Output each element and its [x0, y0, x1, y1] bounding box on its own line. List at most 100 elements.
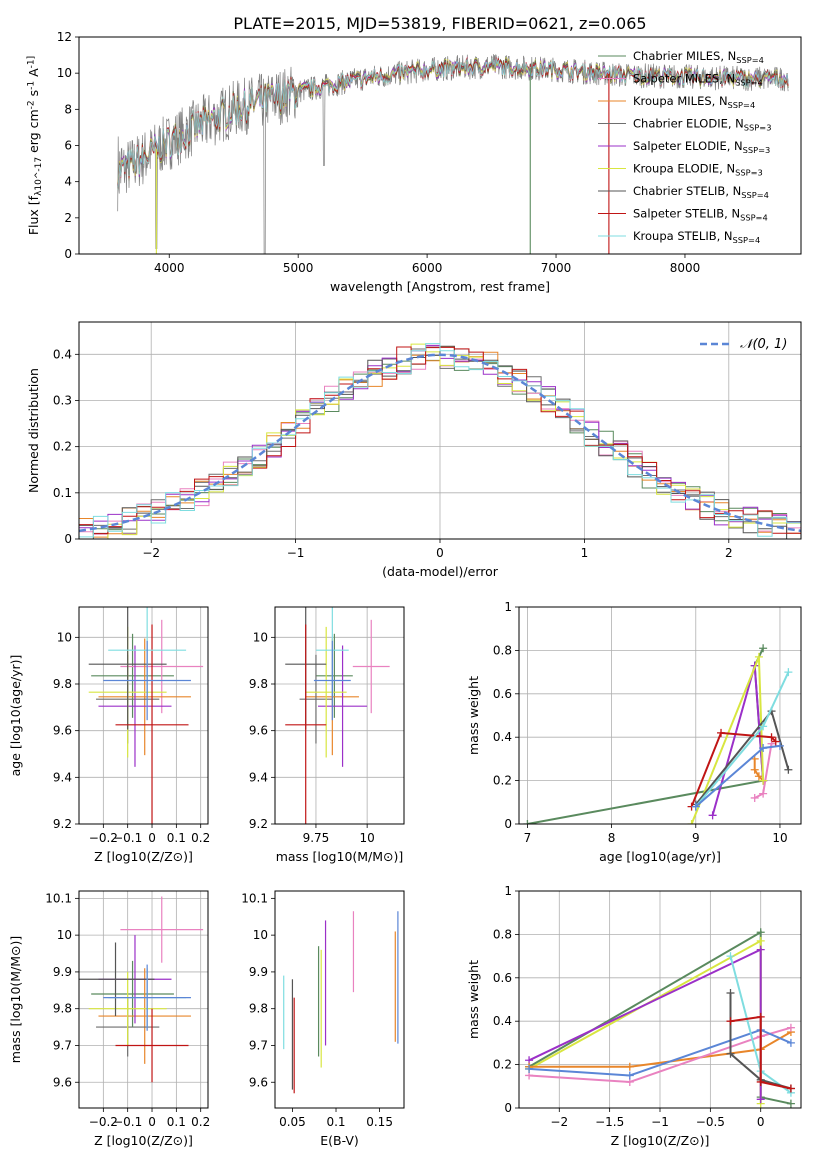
- plot-area: [523, 644, 793, 824]
- y-axis-label: Normed distribution: [26, 368, 41, 493]
- y-tick-label: 0.2: [53, 440, 72, 454]
- legend: 𝒩(0, 1): [700, 337, 787, 352]
- y-axis-label-part: Normed distribution: [26, 368, 41, 493]
- weight-line-kroupa-miles: [753, 758, 764, 782]
- x-axis-label: wavelength [Angstrom, rest frame]: [330, 279, 550, 294]
- y-tick-label: 9.6: [53, 724, 72, 738]
- weight-marker-salpeter-miles: [759, 789, 768, 798]
- legend-entry-part: SSP=4: [733, 235, 761, 245]
- legend-entry: Salpeter ELODIE, NSSP=3: [633, 139, 770, 155]
- weight-line-salpeter-stelib: [730, 1015, 792, 1090]
- x-tick-label: 2: [725, 546, 733, 560]
- weight-marker-blue: [691, 802, 700, 811]
- y-axis-label-part: mass weight: [466, 676, 481, 755]
- y-tick-label: 9.8: [53, 1002, 72, 1016]
- plot-area: [79, 343, 801, 539]
- legend-entry: Kroupa MILES, NSSP=4: [633, 94, 755, 110]
- y-axis-label-part: -1: [27, 81, 37, 90]
- weight-marker-kroupa-stelib: [759, 722, 768, 731]
- x-axis-label-part: age [log10(age/yr)]: [599, 849, 721, 864]
- weight-marker-salpeter-elodie: [756, 1095, 765, 1104]
- x-tick-label: −0.2: [89, 1115, 118, 1129]
- y-tick-label: 10: [57, 630, 72, 644]
- weight-marker-blue: [625, 1071, 634, 1080]
- x-tick-label: 0.1: [326, 1115, 345, 1129]
- x-axis-label: mass [log10(M/M⊙)]: [276, 849, 404, 864]
- x-tick-label: 6000: [412, 261, 443, 275]
- x-tick-label: 0.2: [191, 831, 210, 845]
- panel-weight-vs-Z: −2 −1.5 −1 −0.5 0 0 0.2 0.4 0.6 0.8 1 Z [log10(Z/Z⊙…: [466, 884, 802, 1148]
- y-tick-label: 10: [253, 928, 268, 942]
- weight-marker-kroupa-elodie: [754, 652, 763, 661]
- x-tick-label: 7: [524, 831, 532, 845]
- weight-marker-kroupa-elodie: [756, 936, 765, 945]
- x-tick-label: −0.1: [113, 1115, 142, 1129]
- y-tick-label: 9.2: [249, 817, 268, 831]
- axes-frame: [78, 890, 209, 1109]
- weight-marker-chabrier-miles: [756, 928, 765, 937]
- x-axis-label-part: (data-model)/error: [382, 564, 499, 579]
- x-axis-label: Z [log10(Z/Z⊙)]: [611, 1133, 710, 1148]
- y-tick-label: 8: [64, 102, 72, 116]
- legend-entry-part: SSP=4: [735, 77, 763, 87]
- x-tick-label: 9.75: [303, 831, 330, 845]
- y-axis-label-part: erg cm: [26, 109, 41, 157]
- legend-entry: Chabrier ELODIE, NSSP=3: [633, 117, 771, 133]
- weight-marker-salpeter-stelib: [771, 737, 780, 746]
- y-axis-label-part: s: [26, 90, 41, 101]
- weight-marker-kroupa-miles: [750, 765, 759, 774]
- y-tick-label: 0: [504, 817, 512, 831]
- x-tick-label: −0.1: [113, 831, 142, 845]
- y-tick-label: 9.8: [53, 677, 72, 691]
- x-axis-label: (data-model)/error: [382, 564, 499, 579]
- weight-marker-blue: [759, 744, 768, 753]
- x-tick-label: 5000: [283, 261, 314, 275]
- x-tick-label: 0: [757, 1115, 765, 1129]
- legend-entry: Chabrier MILES, NSSP=4: [633, 49, 764, 65]
- y-axis-label: mass weight: [466, 676, 481, 755]
- x-axis-label: age [log10(age/yr)]: [599, 849, 721, 864]
- y-axis-label-part: -1]: [27, 56, 37, 69]
- y-tick-label: 9.6: [249, 724, 268, 738]
- panel-mass-vs-EBV: 0.05 0.1 0.15 9.6 9.7 9.8 9.9 10 10.1 E(B-V): [241, 890, 405, 1148]
- axes-frame: [78, 36, 802, 255]
- histogram-kroupa-elodie: [79, 343, 801, 539]
- y-tick-label: 9.6: [249, 1075, 268, 1089]
- y-axis-label: age [log10(age/yr)]: [8, 655, 23, 777]
- weight-marker-chabrier-miles: [759, 644, 768, 653]
- weight-line-salpeter-miles: [529, 1026, 792, 1084]
- y-tick-label: 9.9: [53, 965, 72, 979]
- y-axis-label-part: λ10^-17: [34, 157, 44, 196]
- legend-entry: Kroupa ELODIE, NSSP=3: [633, 162, 763, 178]
- x-axis-label-part: Z [log10(Z/Z⊙)]: [94, 849, 193, 864]
- y-tick-label: 4: [64, 175, 72, 189]
- x-axis-label-part: wavelength [Angstrom, rest frame]: [330, 279, 550, 294]
- axes-frame: [518, 890, 802, 1109]
- gaussian-curve: [79, 353, 801, 533]
- weight-marker-salpeter-stelib: [756, 1012, 765, 1021]
- weight-marker-salpeter-stelib: [767, 733, 776, 742]
- y-tick-label: 0.2: [493, 1058, 512, 1072]
- x-tick-label: 0.1: [167, 1115, 186, 1129]
- panel-weight-vs-age: 7 8 9 10 0 0.2 0.4 0.6 0.8 1 age [log10(age/yr)] ma…: [466, 600, 802, 864]
- weight-marker-salpeter-stelib: [756, 1077, 765, 1086]
- y-tick-label: 9.9: [249, 965, 268, 979]
- plot-area: [88, 607, 204, 824]
- legend-entry-part: SSP=4: [741, 190, 769, 200]
- legend-entry-part: Salpeter ELODIE, N: [633, 139, 743, 153]
- legend-entry-part: Chabrier STELIB, N: [633, 184, 741, 198]
- weight-marker-blue: [775, 741, 784, 750]
- weight-marker-chabrier-stelib: [726, 1049, 735, 1058]
- x-tick-label: 0.2: [191, 1115, 210, 1129]
- weight-marker-kroupa-miles: [754, 772, 763, 781]
- legend-entry-part: SSP=3: [735, 167, 763, 177]
- y-tick-label: 0.8: [493, 927, 512, 941]
- weight-line-salpeter-elodie: [711, 665, 765, 816]
- y-axis-label-part: Flux [f: [26, 195, 41, 235]
- x-tick-label: 8000: [670, 261, 701, 275]
- axes-frame: [274, 890, 405, 1109]
- y-axis-label-part: mass [log10(M/M⊙)]: [8, 936, 23, 1064]
- y-tick-label: 12: [57, 30, 72, 44]
- x-tick-label: 0: [148, 831, 156, 845]
